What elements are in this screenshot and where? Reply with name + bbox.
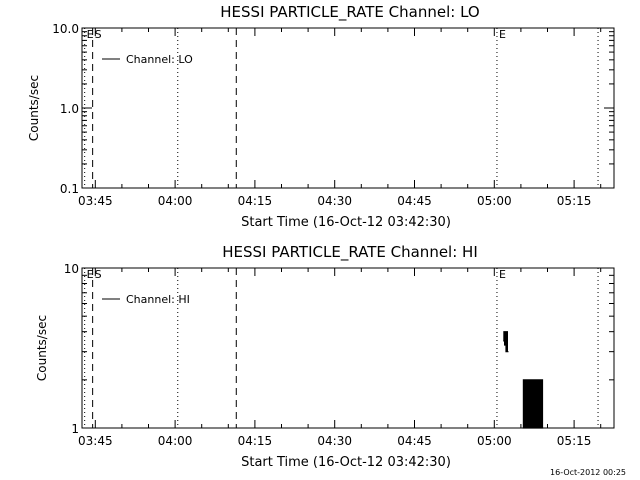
x-tick-label: 04:30 <box>317 434 352 448</box>
footer-timestamp: 16-Oct-2012 00:25 <box>550 468 626 477</box>
event-marker-label: E <box>87 28 94 41</box>
event-marker-label: S <box>95 28 102 41</box>
x-tick-label: 05:00 <box>477 194 512 208</box>
data-series-line <box>503 331 544 429</box>
y-tick-label: 10.0 <box>52 22 79 36</box>
x-tick-label: 04:45 <box>397 434 432 448</box>
x-axis-label: Start Time (16-Oct-12 03:42:30) <box>241 215 451 230</box>
x-tick-label: 05:15 <box>557 194 592 208</box>
x-tick-label: 04:15 <box>238 194 273 208</box>
y-tick-label: 1 <box>71 422 79 436</box>
chart-title: HESSI PARTICLE_RATE Channel: LO <box>220 3 479 22</box>
legend-label: Channel: LO <box>126 53 193 66</box>
x-tick-label: 05:15 <box>557 434 592 448</box>
x-axis-label: Start Time (16-Oct-12 03:42:30) <box>241 455 451 470</box>
x-tick-label: 04:00 <box>158 434 193 448</box>
x-tick-label: 05:00 <box>477 434 512 448</box>
panel-hi: HESSI PARTICLE_RATE Channel: HI Counts/s… <box>35 243 615 470</box>
y-tick-label: 0.1 <box>60 182 79 196</box>
x-tick-label: 03:45 <box>78 434 113 448</box>
plot-frame <box>81 267 615 429</box>
panel-lo: HESSI PARTICLE_RATE Channel: LO Counts/s… <box>27 3 615 230</box>
x-tick-label: 04:15 <box>238 434 273 448</box>
event-marker-label: E <box>499 28 506 41</box>
event-marker-label: S <box>95 268 102 281</box>
legend-label: Channel: HI <box>126 293 190 306</box>
y-axis-label: Counts/sec <box>35 315 49 381</box>
chart-title: HESSI PARTICLE_RATE Channel: HI <box>222 243 478 262</box>
x-tick-label: 04:45 <box>397 194 432 208</box>
plot-frame <box>81 27 615 189</box>
event-marker-label: E <box>499 268 506 281</box>
x-tick-label: 04:00 <box>158 194 193 208</box>
x-tick-label: 03:45 <box>78 194 113 208</box>
y-tick-label: 10 <box>64 262 79 276</box>
y-tick-label: 1.0 <box>60 102 79 116</box>
y-axis-label: Counts/sec <box>27 75 41 141</box>
x-tick-label: 04:30 <box>317 194 352 208</box>
event-marker-label: E <box>87 268 94 281</box>
